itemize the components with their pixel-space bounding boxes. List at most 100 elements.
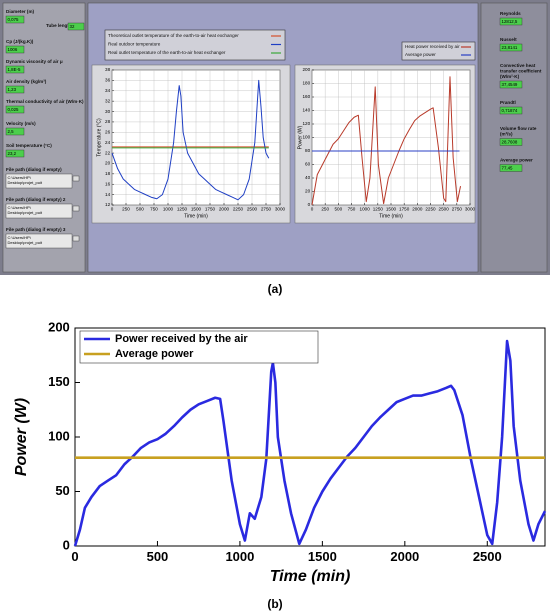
file-path-box — [5, 203, 73, 219]
output-value: 12812,5 — [502, 19, 518, 24]
output-value: 37,4549 — [502, 82, 518, 87]
y-tick-label: 18 — [105, 171, 111, 176]
input-value-box — [5, 105, 25, 114]
output-label: Volume flow rate (m³/s) — [500, 126, 537, 137]
legend-label: Real outlet temperature of the earth-to-… — [108, 50, 226, 55]
x-tick-label: 1000 — [360, 206, 371, 211]
input-value-box — [5, 65, 25, 74]
legend-label: Average power — [115, 348, 194, 360]
x-tick-label: 1500 — [191, 206, 202, 211]
browse-button[interactable] — [72, 235, 80, 242]
x-tick-label: 2750 — [261, 206, 272, 211]
legend-label: Theoretical outlet temperature of the ea… — [108, 33, 239, 38]
caption: (b) — [267, 597, 282, 611]
x-tick-label: 0 — [111, 206, 114, 211]
x-tick-label: 500 — [147, 549, 169, 564]
output-value-box — [499, 164, 523, 172]
input-label: Diameter (m) — [6, 9, 35, 14]
input-label: File path (dialog if empty) 2 — [6, 197, 66, 202]
output-label: Reynolds — [500, 11, 521, 16]
input-label: Cp (J/(kg.K)) — [6, 39, 34, 44]
input-value-box — [5, 45, 25, 54]
x-axis-label: Time (min) — [184, 213, 208, 219]
series-line — [311, 76, 462, 206]
input-value: 0,075 — [8, 17, 20, 22]
y-tick-label: 160 — [302, 94, 310, 99]
y-tick-label: 12 — [105, 202, 111, 207]
output-sidebar — [480, 2, 548, 273]
x-tick-label: 1000 — [163, 206, 174, 211]
output-value-box — [499, 80, 523, 89]
output-value-box — [499, 43, 523, 52]
x-tick-label: 500 — [334, 206, 342, 211]
input-label: Air density (kg/m³) — [6, 79, 47, 84]
x-tick-label: 3000 — [275, 206, 286, 211]
output-value: 77,45 — [502, 165, 514, 170]
y-tick-label: 28 — [105, 119, 111, 124]
y-tick-label: 200 — [302, 67, 310, 72]
y-tick-label: 34 — [105, 88, 111, 93]
file-path-box — [5, 233, 73, 249]
x-tick-label: 500 — [136, 206, 144, 211]
legend-label: Average power — [405, 52, 436, 57]
y-tick-label: 80 — [305, 148, 311, 153]
input-label: Tube length (m) — [46, 23, 81, 28]
input-label: Soil temperature (°C) — [6, 143, 52, 148]
output-value: 28,7608 — [502, 139, 518, 144]
x-tick-label: 1250 — [177, 206, 188, 211]
y-tick-label: 150 — [48, 374, 70, 389]
x-tick-label: 2000 — [412, 206, 423, 211]
input-value: 2,5 — [8, 129, 15, 134]
x-tick-label: 2000 — [219, 206, 230, 211]
y-tick-label: 50 — [55, 483, 69, 498]
series-line — [111, 79, 270, 201]
y-tick-label: 38 — [105, 67, 111, 72]
x-tick-label: 250 — [122, 206, 130, 211]
browse-button[interactable] — [72, 175, 80, 182]
x-tick-label: 2250 — [233, 206, 244, 211]
output-label: Average power — [500, 158, 533, 163]
x-tick-label: 2250 — [425, 206, 436, 211]
input-value: 0,025 — [8, 107, 20, 112]
x-axis-label: Time (min) — [379, 213, 403, 219]
x-tick-label: 1000 — [225, 549, 254, 564]
input-value-box — [5, 15, 25, 24]
legend — [401, 41, 476, 61]
input-value: 23,2 — [8, 151, 17, 156]
input-value: 1006 — [8, 47, 18, 52]
y-tick-label: 100 — [48, 428, 70, 443]
y-tick-label: 20 — [105, 161, 111, 166]
browse-button[interactable] — [72, 205, 80, 212]
y-tick-label: 140 — [302, 108, 310, 113]
x-tick-label: 1500 — [386, 206, 397, 211]
output-value-box — [499, 138, 523, 146]
x-tick-label: 750 — [150, 206, 158, 211]
legend — [104, 29, 286, 61]
x-tick-label: 2500 — [439, 206, 450, 211]
x-tick-label: 3000 — [465, 206, 476, 211]
x-tick-label: 1750 — [399, 206, 410, 211]
y-tick-label: 24 — [105, 140, 111, 145]
y-tick-label: 0 — [63, 537, 70, 552]
caption: (a) — [268, 282, 283, 296]
file-path: C:\Users\HP\ Desktop\projet_puit — [8, 235, 43, 245]
output-value-box — [499, 106, 523, 115]
y-tick-label: 0 — [308, 202, 311, 207]
input-value: 1,23 — [8, 87, 17, 92]
output-label: Prandtl — [500, 100, 516, 105]
file-path: C:\Users\HP\ Desktop\projet_puit — [8, 205, 43, 215]
y-tick-label: 20 — [305, 189, 311, 194]
y-axis-label: Power (W) — [13, 398, 30, 476]
output-label: Nusselt — [500, 37, 517, 42]
input-label: Velocity (m/s) — [6, 121, 36, 126]
legend-label: Power received by the air — [115, 333, 248, 345]
y-tick-label: 30 — [105, 109, 111, 114]
x-tick-label: 1250 — [373, 206, 384, 211]
x-tick-label: 1500 — [308, 549, 337, 564]
series-line — [73, 339, 547, 547]
y-tick-label: 100 — [302, 135, 310, 140]
y-tick-label: 16 — [105, 181, 111, 186]
y-tick-label: 26 — [105, 130, 111, 135]
